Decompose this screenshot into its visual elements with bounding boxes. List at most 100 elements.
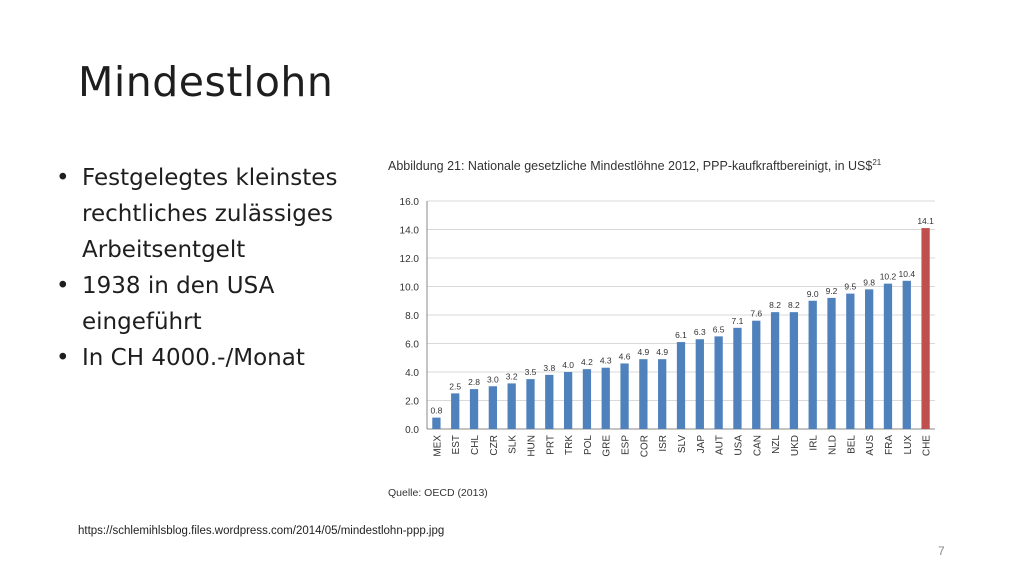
bar-aus: [865, 289, 874, 429]
bar-value-label: 7.1: [732, 316, 744, 326]
bullet-list: Festgelegtes kleinstes rechtliches zuläs…: [56, 160, 356, 376]
bullet-item: In CH 4000.-/Monat: [56, 340, 356, 376]
bar-value-label: 0.8: [430, 406, 442, 416]
bar-value-label: 6.1: [675, 330, 687, 340]
x-tick-label: COR: [639, 435, 650, 457]
x-tick-label: AUS: [865, 435, 876, 456]
y-tick-label: 14.0: [400, 226, 420, 237]
x-tick-label: EST: [451, 435, 462, 454]
bar-gre: [601, 367, 610, 429]
bar-value-label: 14.1: [917, 216, 934, 226]
bar-pol: [582, 369, 592, 429]
bar-value-label: 3.2: [506, 371, 518, 381]
x-tick-label: SLV: [677, 435, 688, 453]
y-tick-label: 0.0: [405, 425, 419, 436]
chart-title-superscript: 21: [872, 158, 881, 167]
x-tick-label: HUN: [526, 435, 537, 457]
chart-image: Abbildung 21: Nationale gesetzliche Mind…: [380, 150, 950, 510]
bar-nzl: [770, 312, 780, 429]
x-tick-label: CHE: [922, 435, 933, 456]
bar-trk: [563, 372, 573, 429]
x-tick-label: PRT: [545, 435, 556, 455]
bar-ukd: [789, 312, 799, 429]
bar-aut: [714, 336, 723, 429]
x-tick-label: JAP: [696, 435, 707, 454]
x-tick-label: USA: [733, 435, 744, 456]
bar-value-label: 6.5: [713, 324, 725, 334]
bar-est: [451, 393, 460, 429]
bar-value-label: 2.5: [449, 381, 461, 391]
bar-value-label: 4.0: [562, 360, 574, 370]
bar-value-label: 4.3: [600, 356, 612, 366]
bar-value-label: 10.4: [899, 269, 916, 279]
y-tick-label: 6.0: [405, 340, 419, 351]
x-tick-label: SLK: [508, 435, 519, 454]
bar-irl: [808, 300, 817, 429]
y-tick-label: 8.0: [405, 311, 419, 322]
minimum-wage-chart: Abbildung 21: Nationale gesetzliche Mind…: [388, 158, 935, 499]
x-tick-label: FRA: [884, 435, 895, 455]
bar-value-label: 2.8: [468, 377, 480, 387]
bar-value-label: 9.0: [807, 289, 819, 299]
bar-usa: [733, 327, 742, 429]
bar-slv: [676, 342, 686, 429]
bar-value-label: 6.3: [694, 327, 706, 337]
bullet-item: 1938 in den USA eingeführt: [56, 268, 356, 340]
bar-value-label: 9.2: [826, 286, 838, 296]
bar-mex: [432, 417, 441, 429]
bar-czr: [488, 386, 497, 429]
x-tick-label: NLD: [828, 435, 839, 455]
bar-hun: [526, 379, 535, 429]
bar-value-label: 3.0: [487, 374, 499, 384]
x-tick-label: CAN: [752, 435, 763, 456]
image-source-url: https://schlemihlsblog.files.wordpress.c…: [78, 525, 445, 537]
x-tick-label: CZR: [489, 435, 500, 456]
y-tick-label: 16.0: [400, 197, 420, 208]
y-tick-label: 10.0: [400, 283, 420, 294]
bar-value-label: 4.2: [581, 357, 593, 367]
bar-bel: [846, 293, 855, 429]
bar-value-label: 8.2: [788, 300, 800, 310]
bar-value-label: 7.6: [750, 309, 762, 319]
bar-value-label: 4.6: [619, 351, 631, 361]
x-tick-label: CHL: [470, 435, 481, 455]
bar-slk: [507, 383, 516, 429]
x-tick-label: ESP: [621, 435, 632, 455]
bar-esp: [620, 363, 629, 429]
bar-can: [752, 320, 761, 429]
x-tick-label: IRL: [809, 435, 820, 451]
y-tick-label: 2.0: [405, 397, 419, 408]
bar-fra: [883, 283, 893, 429]
bar-value-label: 3.8: [543, 363, 555, 373]
bar-che: [921, 228, 930, 429]
bar-value-label: 3.5: [525, 367, 537, 377]
bar-lux: [902, 280, 911, 429]
x-tick-label: LUX: [903, 435, 914, 455]
y-tick-label: 4.0: [405, 368, 419, 379]
chart-source: Quelle: OECD (2013): [388, 487, 488, 499]
x-tick-label: MEX: [432, 435, 443, 457]
bar-nld: [827, 297, 836, 429]
chart-title: Abbildung 21: Nationale gesetzliche Mind…: [388, 158, 882, 173]
bar-chl: [469, 389, 479, 429]
bar-value-label: 8.2: [769, 300, 781, 310]
x-tick-label: GRE: [602, 435, 613, 457]
x-tick-label: NZL: [771, 435, 782, 454]
bar-jap: [695, 339, 704, 429]
x-tick-label: TRK: [564, 435, 575, 455]
bar-cor: [639, 359, 648, 429]
page-number: 7: [938, 544, 945, 558]
bar-value-label: 10.2: [880, 272, 897, 282]
x-tick-label: POL: [583, 435, 594, 455]
bar-value-label: 4.9: [656, 347, 668, 357]
bar-value-label: 9.5: [844, 282, 856, 292]
bar-value-label: 4.9: [637, 347, 649, 357]
x-tick-label: UKD: [790, 435, 801, 456]
x-tick-label: ISR: [658, 435, 669, 452]
bar-isr: [658, 359, 667, 429]
x-tick-label: BEL: [846, 435, 857, 454]
bullet-item: Festgelegtes kleinstes rechtliches zuläs…: [56, 160, 356, 268]
bar-value-label: 9.8: [863, 277, 875, 287]
slide-title: Mindestlohn: [78, 58, 334, 106]
y-tick-label: 12.0: [400, 254, 420, 265]
